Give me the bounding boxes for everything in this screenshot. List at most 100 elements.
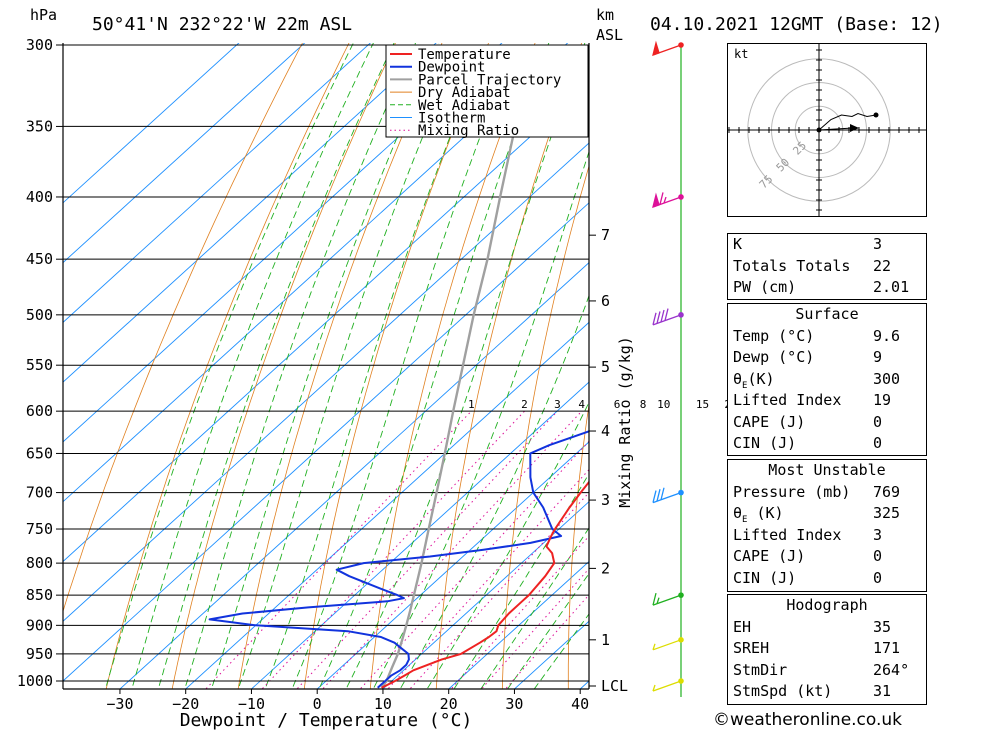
legend-entry: Dry Adiabat xyxy=(418,85,511,101)
wind-barb xyxy=(652,680,682,692)
k-index-label: K xyxy=(733,235,743,253)
pressure-unit-label: hPa xyxy=(30,6,57,24)
legend-entry: Dewpoint xyxy=(418,60,485,76)
eh-value: 35 xyxy=(873,617,892,636)
datetime-title: 04.10.2021 12GMT (Base: 12) xyxy=(650,14,943,35)
mu-pressure-label: Pressure (mb) xyxy=(733,482,851,501)
pressure-tick-label: 400 xyxy=(26,188,53,206)
mixing-ratio-label: 2 xyxy=(521,398,528,411)
axes: −30 −20 −10 0 10 20 30 40 1 2 3 4 5 6 7 LCL xyxy=(62,43,628,713)
dry-adiabat-line xyxy=(171,43,396,689)
totals-totals-value: 22 xyxy=(873,256,892,275)
wet-adiabat-line xyxy=(291,43,518,689)
wind-barb-shaft xyxy=(652,639,682,651)
dry-adiabat-line xyxy=(982,9,1000,707)
x-tick-label: 30 xyxy=(505,695,523,713)
surface-panel: Surface Temp (°C) 9.6 Dewp (°C) 9 θE(K) 300… xyxy=(727,303,927,456)
wind-barb-full xyxy=(652,592,657,606)
pressure-tick-label: 950 xyxy=(26,645,53,663)
isotherm-line xyxy=(63,142,589,622)
wet-adiabat-line xyxy=(345,43,586,689)
isotherm-line xyxy=(63,43,240,204)
wind-barb-full xyxy=(652,490,657,503)
copyright-link[interactable]: ©weatheronline.co.uk xyxy=(713,710,903,730)
indices-panel: K 3 Totals Totals 22 PW (cm) 2.01 xyxy=(727,233,927,300)
legend-entry: Parcel Trajectory xyxy=(418,72,561,88)
most-unstable-title: Most Unstable xyxy=(768,461,886,479)
mixing-ratio-axis-label: Mixing Ratio (g/kg) xyxy=(616,336,634,508)
wet-adiabat-line xyxy=(131,43,374,689)
sreh-value: 171 xyxy=(873,639,901,657)
stmspd-value: 31 xyxy=(873,682,892,700)
mu-cape-label: CAPE (J) xyxy=(733,547,806,565)
mixing-ratio-labels: 12346810152025 xyxy=(468,398,760,411)
wind-barb xyxy=(652,308,682,326)
pw-value: 2.01 xyxy=(873,278,910,296)
mixing-ratio-label: 4 xyxy=(578,398,585,411)
wind-barb-column xyxy=(652,40,684,697)
stmdir-label: StmDir xyxy=(733,660,788,679)
surface-temp-label: Temp (°C) xyxy=(733,326,815,345)
isotherm-line xyxy=(316,441,589,689)
surface-li-value: 19 xyxy=(873,391,892,409)
stmdir-value: 264° xyxy=(873,660,910,679)
mixing-ratio-line xyxy=(359,440,589,689)
hodograph-ring-label: 25 xyxy=(790,139,809,158)
mu-li-label: Lifted Index xyxy=(733,525,842,544)
stmspd-label: StmSpd (kt) xyxy=(733,682,833,700)
sreh-label: SREH xyxy=(733,639,770,657)
surface-cape-value: 0 xyxy=(873,412,883,431)
temperature-line xyxy=(381,480,589,689)
wind-barb-flag xyxy=(652,40,660,57)
wind-barb-full xyxy=(656,311,661,324)
wind-barb-full xyxy=(664,308,669,321)
wet-adiabat-line xyxy=(237,43,463,689)
surface-cin-label: CIN (J) xyxy=(733,434,797,452)
dry-adiabat-line xyxy=(567,402,589,689)
dry-adiabat-line xyxy=(369,43,536,689)
wind-barb xyxy=(652,40,682,57)
pressure-tick-label: 350 xyxy=(26,117,53,135)
isotherm-line xyxy=(63,43,371,323)
pressure-tick-label: 450 xyxy=(26,250,53,268)
x-tick-label: 10 xyxy=(374,695,392,713)
isotherm-line xyxy=(63,43,437,383)
wind-barb-full xyxy=(660,309,665,323)
mixing-ratio-line xyxy=(205,410,472,689)
mixing-ratio-label: 10 xyxy=(657,398,670,411)
mu-pressure-value: 769 xyxy=(873,482,901,501)
parcel-trajectory-line xyxy=(380,44,541,689)
height-tick-label: 4 xyxy=(601,422,610,440)
isobars: 300 350 400 450 500 550 600 650 700 750 800 850 900 9… xyxy=(17,36,589,690)
surface-li-label: Lifted Index xyxy=(733,391,842,409)
pw-label: PW (cm) xyxy=(733,278,797,296)
eh-label: EH xyxy=(733,617,752,636)
hodograph-unit-label: kt xyxy=(734,47,748,61)
pressure-tick-label: 300 xyxy=(26,36,53,54)
wind-barb-half xyxy=(652,684,656,692)
wind-barb xyxy=(652,487,682,504)
hodograph-trace xyxy=(818,112,877,131)
pressure-tick-label: 800 xyxy=(26,554,53,572)
surface-theta-e-label: (K) xyxy=(747,369,775,388)
mixing-ratio-line xyxy=(450,535,589,689)
storm-motion-arrow xyxy=(850,124,859,132)
wind-barb-shaft xyxy=(652,680,682,692)
mixing-ratio-line xyxy=(261,410,525,689)
dry-adiabat-line xyxy=(63,43,303,613)
wind-barb-full xyxy=(656,488,661,502)
mu-cin-label: CIN (J) xyxy=(733,568,797,587)
hodograph-end-dot xyxy=(873,112,879,118)
hodograph: kt 25 50 75 xyxy=(727,39,930,241)
height-tick-label: 3 xyxy=(601,491,610,509)
dry-adiabat-line xyxy=(928,9,969,707)
pressure-tick-label: 700 xyxy=(26,484,53,502)
legend-entry: Isotherm xyxy=(418,111,485,127)
wind-barb-full xyxy=(660,487,665,500)
theta-e-symbol: θE xyxy=(733,369,748,391)
wet-adiabat-line xyxy=(210,43,439,689)
dry-adiabat-line xyxy=(105,43,350,689)
wet-adiabat-line xyxy=(480,527,589,689)
wind-barb xyxy=(652,192,682,208)
